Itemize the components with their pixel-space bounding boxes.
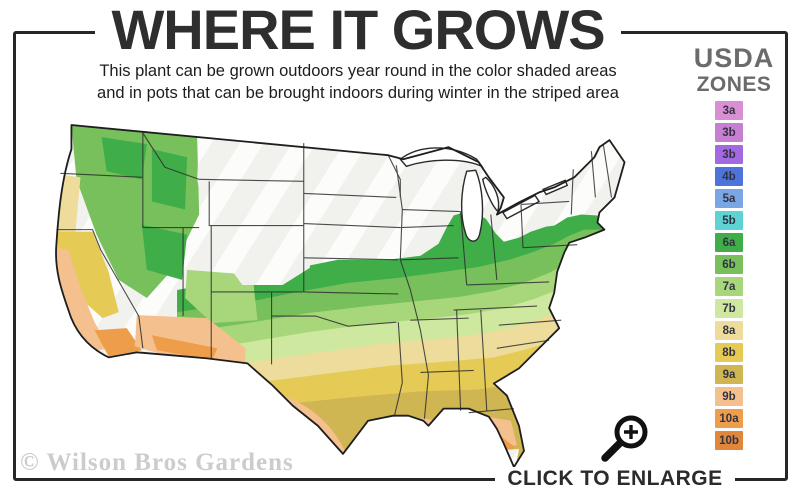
zone-swatch-3b: 3b	[715, 123, 743, 142]
zone-swatch-label: 6a	[722, 236, 736, 249]
zone-swatch-label: 3b	[722, 148, 736, 161]
zone-swatch-label: 3a	[722, 104, 736, 117]
zone-swatch-10a: 10a	[715, 409, 743, 428]
zone-socal-strip	[94, 328, 142, 357]
zone-california-valley	[56, 231, 119, 319]
zone-swatch-label: 7b	[722, 302, 736, 315]
zone-arizona-desert-core	[151, 335, 218, 361]
zone-swatch-5b: 5b	[715, 211, 743, 230]
zone-swatch-4b: 4b	[715, 167, 743, 186]
click-to-enlarge-label[interactable]: CLICK TO ENLARGE	[495, 467, 735, 491]
zone-swatch-9b: 9b	[715, 387, 743, 406]
zone-west-eastern-washington	[101, 137, 147, 180]
zone-swatch-7a: 7a	[715, 277, 743, 296]
zone-swatch-label: 9a	[722, 368, 736, 381]
zone-west-idaho	[151, 149, 188, 210]
unshaded-rockies	[197, 139, 316, 285]
usda-zones-heading: USDA ZONES	[682, 43, 786, 97]
zone-swatch-label: 5a	[722, 192, 736, 205]
zone-swatch-label: 6b	[722, 258, 736, 271]
magnifier-plus-icon[interactable]	[593, 409, 655, 471]
usda-heading-line1: USDA	[693, 43, 775, 73]
zone-swatch-6b: 6b	[715, 255, 743, 274]
subtitle: This plant can be grown outdoors year ro…	[13, 60, 703, 104]
subtitle-line-2: and in pots that can be brought indoors …	[97, 84, 619, 102]
watermark: © Wilson Bros Gardens	[20, 449, 294, 476]
zone-swatch-7b: 7b	[715, 299, 743, 318]
zone-swatch-label: 3b	[722, 126, 736, 139]
us-zone-map-svg	[55, 124, 626, 468]
zone-west-az-nm-highlands	[185, 269, 258, 324]
zone-legend: 3a 3b 3b 4b 5a 5b 6a 6b 7a 7b 8a 8b 9a 9b 10a 10b	[715, 101, 743, 453]
zone-oregon-coast-valley	[58, 174, 81, 232]
zone-swatch-label: 10b	[719, 434, 739, 447]
page-title: WHERE IT GROWS	[95, 0, 621, 60]
zone-swatch-9a: 9a	[715, 365, 743, 384]
lake-michigan	[460, 169, 484, 242]
zone-swatch-label: 10a	[719, 412, 739, 425]
subtitle-line-1: This plant can be grown outdoors year ro…	[99, 62, 617, 80]
us-zone-map[interactable]	[46, 119, 650, 473]
usda-heading-line2: ZONES	[696, 73, 772, 96]
zone-swatch-label: 5b	[722, 214, 736, 227]
zone-swatch-label: 9b	[722, 390, 736, 403]
enlarge-wrap: CLICK TO ENLARGE	[455, 467, 775, 491]
zone-swatch-label: 8b	[722, 346, 736, 359]
zone-swatch-5a: 5a	[715, 189, 743, 208]
zone-swatch-3b: 3b	[715, 145, 743, 164]
zone-west-nevada-utah	[141, 224, 188, 280]
zone-california-coast	[56, 247, 109, 353]
zone-swatch-label: 7a	[722, 280, 736, 293]
zone-swatch-3a: 3a	[715, 101, 743, 120]
zone-swatch-8b: 8b	[715, 343, 743, 362]
zone-swatch-label: 4b	[722, 170, 736, 183]
title-wrap: WHERE IT GROWS	[13, 0, 703, 60]
zone-swatch-6a: 6a	[715, 233, 743, 252]
us-outline	[55, 124, 626, 468]
zone-swatch-10b: 10b	[715, 431, 743, 450]
zone-swatch-8a: 8a	[715, 321, 743, 340]
zone-shading	[56, 125, 625, 467]
zone-swatch-label: 8a	[722, 324, 736, 337]
state-borders	[56, 131, 613, 419]
